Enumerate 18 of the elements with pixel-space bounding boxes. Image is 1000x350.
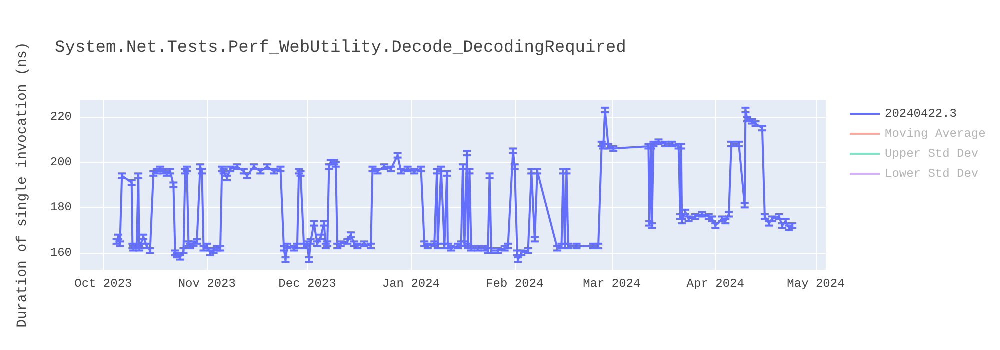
x-tick-label: Apr 2024 <box>686 277 744 291</box>
legend-label: Moving Average <box>885 127 986 141</box>
x-tick-label: Jan 2024 <box>382 277 440 291</box>
y-tick-label: 220 <box>50 110 72 124</box>
chart-title: System.Net.Tests.Perf_WebUtility.Decode_DecodingRequired <box>55 39 626 58</box>
legend-label: Upper Std Dev <box>885 147 979 161</box>
x-tick-label: Dec 2023 <box>278 277 336 291</box>
x-tick-label: Feb 2024 <box>486 277 544 291</box>
x-tick-label: Oct 2023 <box>74 277 132 291</box>
x-tick-label: Mar 2024 <box>583 277 641 291</box>
y-tick-label: 160 <box>50 246 72 260</box>
x-tick-label: May 2024 <box>787 277 845 291</box>
legend-label: Lower Std Dev <box>885 167 979 181</box>
y-axis-title: Duration of single invocation (ns) <box>15 42 31 328</box>
y-tick-label: 180 <box>50 200 72 215</box>
x-tick-label: Nov 2023 <box>178 277 236 291</box>
legend-label: 20240422.3 <box>885 107 958 121</box>
y-tick-label: 200 <box>50 155 72 170</box>
